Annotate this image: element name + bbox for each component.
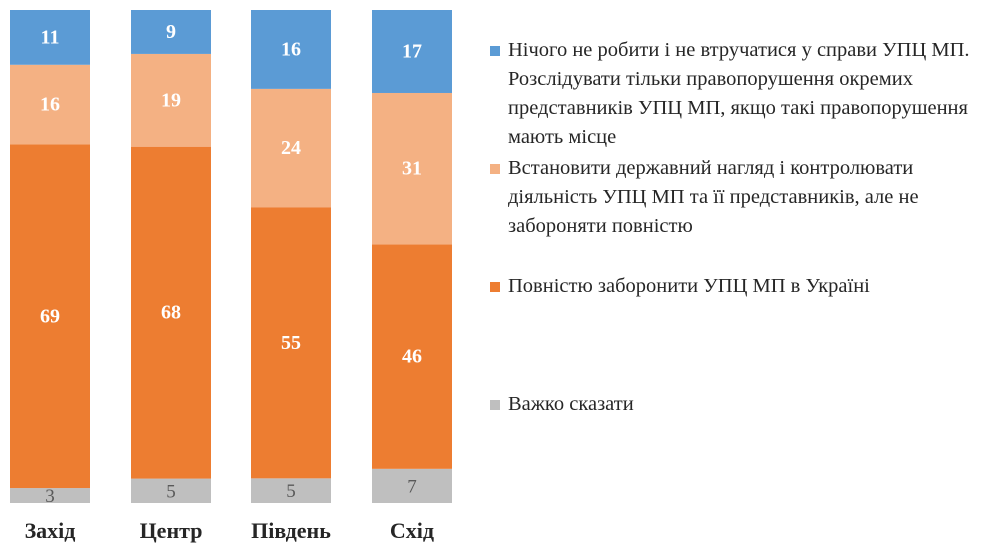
legend-label-1: Нічого не робити і не втручатися у справ… bbox=[508, 39, 970, 148]
category-label-2: Центр bbox=[140, 518, 203, 543]
data-label-2-4: 9 bbox=[166, 21, 176, 43]
bar-segment-2-4 bbox=[131, 10, 211, 54]
bar-segment-3-3 bbox=[251, 88, 331, 208]
legend-label-2: Встановити державний нагляд і контролюва… bbox=[508, 157, 919, 237]
data-label-2-2: 68 bbox=[161, 302, 181, 324]
bar-segment-4-3 bbox=[372, 92, 452, 245]
data-label-4-1: 7 bbox=[407, 476, 417, 497]
legend-label-4: Важко сказати bbox=[508, 393, 634, 415]
data-label-4-3: 31 bbox=[402, 158, 422, 180]
category-label-4: Схід bbox=[390, 518, 434, 543]
data-label-3-3: 24 bbox=[281, 137, 301, 159]
data-label-2-1: 5 bbox=[166, 481, 176, 502]
data-label-1-3: 16 bbox=[40, 94, 60, 116]
data-label-3-4: 16 bbox=[281, 38, 301, 60]
bar-segment-3-4 bbox=[251, 10, 331, 89]
stacked-bar-chart: 3691611Захід568199Центр5552416Південь746… bbox=[10, 10, 452, 543]
bar-segment-1-2 bbox=[10, 144, 90, 489]
bar-segment-2-1 bbox=[131, 478, 211, 503]
bar-segment-3-1 bbox=[251, 478, 331, 503]
bar-segment-3-2 bbox=[251, 207, 331, 479]
category-label-1: Захід bbox=[25, 518, 76, 543]
bar-segment-1-3 bbox=[10, 64, 90, 145]
bar-segment-2-3 bbox=[131, 53, 211, 147]
bar-segment-4-2 bbox=[372, 244, 452, 469]
bar-segment-4-4 bbox=[372, 10, 452, 93]
legend-label-3: Повністю заборонити УПЦ МП в Україні bbox=[508, 275, 870, 297]
legend-swatch-4 bbox=[490, 400, 500, 410]
legend-swatch-1 bbox=[490, 46, 500, 56]
data-label-4-4: 17 bbox=[402, 40, 422, 62]
bar-segment-1-4 bbox=[10, 10, 90, 65]
data-label-1-4: 11 bbox=[41, 26, 60, 48]
data-label-3-2: 55 bbox=[281, 332, 301, 354]
data-label-2-3: 19 bbox=[161, 89, 181, 111]
data-label-1-1: 3 bbox=[45, 486, 55, 507]
legend-swatch-3 bbox=[490, 282, 500, 292]
bar-segment-4-1 bbox=[372, 468, 452, 503]
bar-segment-2-2 bbox=[131, 146, 211, 479]
legend-swatch-2 bbox=[490, 164, 500, 174]
category-label-3: Південь bbox=[251, 518, 331, 543]
data-label-1-2: 69 bbox=[40, 305, 60, 327]
bar-segment-1-1 bbox=[10, 488, 90, 503]
data-label-3-1: 5 bbox=[286, 481, 296, 502]
data-label-4-2: 46 bbox=[402, 346, 422, 368]
